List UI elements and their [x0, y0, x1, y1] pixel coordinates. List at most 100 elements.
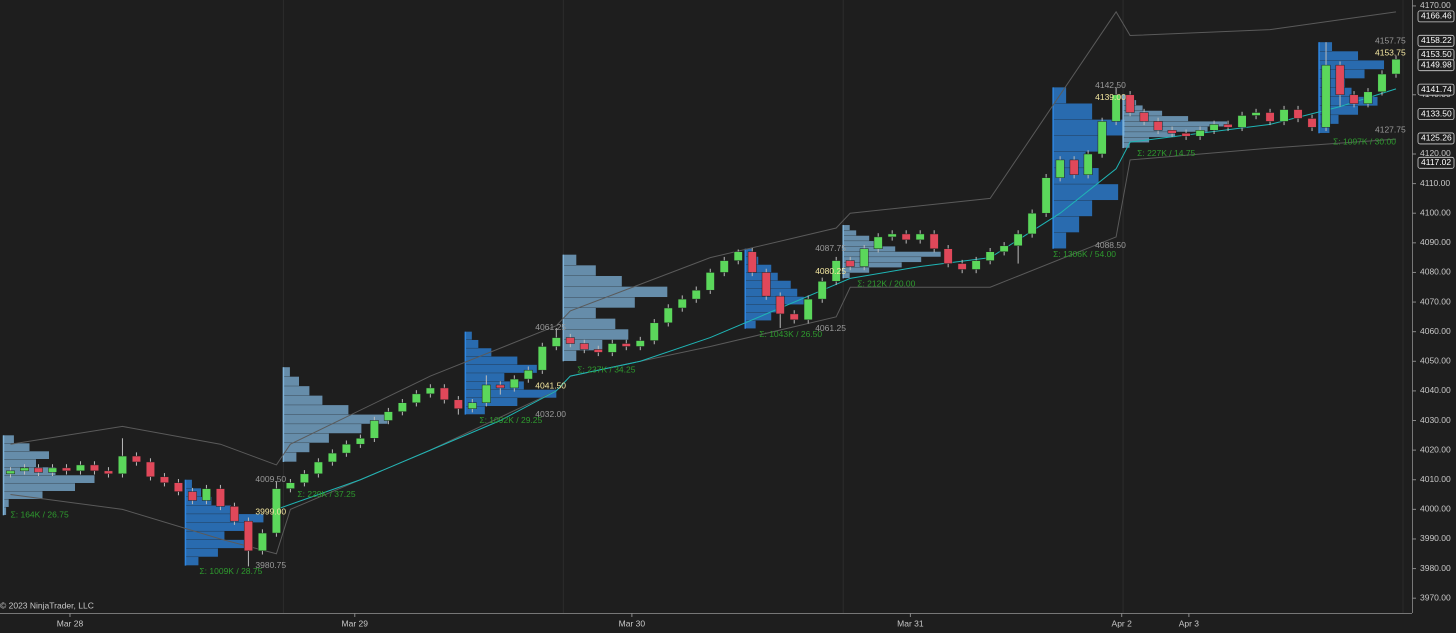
candle-body: [509, 378, 519, 389]
volume-profile-bar: [745, 272, 778, 281]
volume-profile-bar: [283, 405, 349, 415]
candle-body: [48, 467, 57, 473]
candle-body: [593, 349, 603, 353]
candle-body: [383, 411, 393, 421]
volume-profile-bar: [1053, 216, 1080, 233]
price-tag-label: 4141.74: [1421, 84, 1452, 94]
volume-profile-bar: [745, 304, 785, 313]
candle-body: [649, 322, 659, 341]
volume-profile-bar: [1319, 87, 1352, 97]
candle-body: [663, 307, 673, 324]
candle-body: [1097, 121, 1107, 155]
y-tick-label: 3990.00: [1420, 533, 1451, 543]
price-tag-label: 4125.26: [1421, 133, 1452, 143]
candle-body: [1027, 212, 1037, 235]
candle-body: [1321, 64, 1331, 128]
candle-body: [453, 399, 463, 409]
candle-body: [1167, 130, 1177, 134]
annotation: 3999.00: [255, 507, 286, 517]
price-tag-label: 4166.46: [1421, 11, 1452, 21]
volume-profile-bar: [563, 286, 668, 298]
volume-profile-bar: [1319, 96, 1378, 106]
candle-body: [873, 236, 883, 250]
y-tick-label: 3980.00: [1420, 563, 1451, 573]
candle-body: [957, 263, 967, 270]
candle-body: [789, 313, 799, 321]
candle-body: [985, 251, 995, 261]
candle-body: [845, 260, 855, 267]
volume-profile-bar: [283, 386, 310, 396]
candle-body: [579, 343, 589, 350]
candle-body: [831, 260, 841, 282]
candle-body: [145, 461, 155, 478]
volume-profile-bar: [3, 475, 95, 483]
annotation: Σ: 237K / 34.25: [577, 364, 635, 374]
annotation: Σ: 1097K / 30.00: [1333, 136, 1396, 146]
volume-profile-bar: [1123, 126, 1208, 132]
candle-body: [1223, 124, 1233, 128]
volume-profile-bar: [465, 406, 485, 415]
price-tag: [1417, 34, 1455, 47]
candle-body: [355, 438, 365, 445]
annotation: 4153.75: [1375, 48, 1406, 58]
volume-profile-bar: [745, 264, 772, 273]
candle-body: [733, 251, 743, 261]
annotation: 4139.00: [1095, 92, 1126, 102]
volume-profile-bar: [185, 539, 244, 549]
candle-body: [677, 298, 687, 309]
candle-body: [1349, 94, 1359, 104]
price-tag-label: 4153.50: [1421, 49, 1452, 59]
candle-body: [1279, 109, 1289, 122]
price-tag: [1417, 10, 1455, 23]
volume-profile-bar: [3, 435, 14, 444]
candle-body: [565, 337, 575, 344]
candle-body: [257, 532, 267, 552]
volume-profile-bar: [283, 443, 310, 453]
candle-body: [943, 248, 953, 264]
candle-body: [1083, 153, 1093, 175]
volume-profile-bar: [3, 491, 43, 499]
candle-body: [1237, 115, 1247, 128]
candle-body: [775, 295, 785, 315]
candle-body: [215, 488, 225, 507]
volume-profile-bar: [1319, 60, 1385, 70]
candle-body: [1265, 112, 1275, 122]
volume-profile-bar: [1123, 137, 1150, 143]
volume-profile-bar: [283, 395, 323, 405]
candle-body: [341, 443, 351, 454]
volume-profile-bar: [3, 443, 30, 452]
candle-body: [705, 272, 715, 291]
x-tick-label: Mar 29: [342, 618, 369, 628]
price-tag-label: 4133.50: [1421, 108, 1452, 118]
candle-body: [1195, 130, 1205, 137]
y-tick-label: 4010.00: [1420, 474, 1451, 484]
candle-body: [285, 482, 295, 489]
candle-body: [887, 233, 897, 238]
candle-body: [481, 384, 491, 403]
volume-profile-bar: [3, 507, 7, 515]
annotation: 4087.75: [815, 243, 846, 253]
annotation: 4142.50: [1095, 80, 1126, 90]
volume-profile-bar: [843, 235, 870, 241]
annotation: Σ: 229K / 37.25: [297, 489, 355, 499]
volume-profile-bar: [3, 451, 49, 460]
volume-profile-bar: [185, 531, 225, 540]
y-tick-label: 3970.00: [1420, 592, 1451, 602]
volume-profile-bar: [563, 265, 596, 276]
volume-profile-bar: [465, 331, 472, 340]
volume-profile-bar: [465, 348, 492, 357]
candle-body: [1111, 94, 1121, 122]
candle-body: [118, 455, 127, 475]
price-tag-label: 4117.02: [1421, 157, 1451, 167]
x-tick-label: Mar 31: [897, 618, 924, 628]
candle-body: [859, 248, 869, 267]
candle-body: [201, 488, 211, 501]
volume-profile-bar: [1319, 78, 1346, 88]
volume-profile-bar: [465, 381, 524, 390]
volume-profile-bar: [185, 548, 218, 557]
volume-profile-bar: [465, 364, 537, 373]
candle-body: [20, 467, 29, 472]
annotation: 4088.50: [1095, 240, 1126, 250]
annotation: 3980.75: [255, 560, 286, 570]
